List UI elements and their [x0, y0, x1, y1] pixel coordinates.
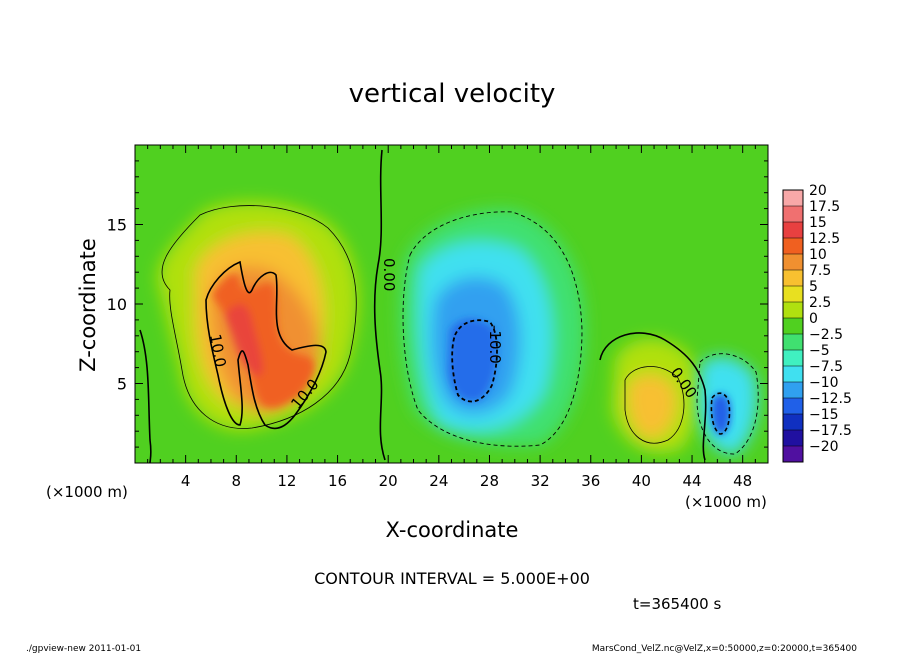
colorbar-swatch — [783, 334, 803, 351]
x-tick-label: 48 — [733, 472, 752, 490]
x-tick-label: 24 — [429, 472, 448, 490]
colorbar-swatch — [783, 446, 803, 463]
x-tick-label: 36 — [581, 472, 600, 490]
x-tick-label: 12 — [277, 472, 296, 490]
colorbar-label: 7.5 — [809, 263, 831, 279]
colorbar-label: 10 — [809, 247, 827, 263]
contour-minus5-downdraft — [402, 211, 583, 447]
colorbar-swatch — [783, 206, 803, 223]
colorbar-swatch — [783, 318, 803, 335]
updraft-hot — [225, 304, 263, 376]
contour-0-right — [599, 332, 707, 461]
colorbar-label: 15 — [809, 215, 827, 231]
x-tick-label: 28 — [480, 472, 499, 490]
contour-minus10-downdraft — [451, 319, 498, 403]
x-tick-label: 16 — [328, 472, 347, 490]
x-tick-label: 40 — [632, 472, 651, 490]
colorbar-swatch — [783, 398, 803, 415]
colorbar-label: −2.5 — [809, 327, 843, 343]
colorbar-label: 17.5 — [809, 199, 840, 215]
colorbar-swatch — [783, 270, 803, 287]
contour-5-updraft — [161, 205, 357, 429]
small-updraft-core — [627, 374, 677, 440]
x-tick-label: 4 — [181, 472, 191, 490]
x-tick-label: 8 — [232, 472, 242, 490]
colorbar-label: −20 — [809, 439, 839, 455]
colorbar-swatch — [783, 254, 803, 271]
colorbar-swatch — [783, 366, 803, 383]
colorbar-label: −10 — [809, 375, 839, 391]
contour-label-zero-left: 0.00 — [380, 258, 398, 291]
colorbar-swatch — [783, 286, 803, 303]
x-axis-label: X-coordinate — [386, 518, 519, 542]
y-tick-label: 15 — [107, 216, 127, 235]
x-tick-label: 32 — [531, 472, 550, 490]
colorbar-swatch — [783, 222, 803, 239]
downdraft-peak — [448, 318, 497, 402]
colorbar-label: −17.5 — [809, 423, 852, 439]
x-axis-unit: (×1000 m) — [46, 483, 128, 501]
x-tick-label: 44 — [682, 472, 701, 490]
y-tick-label: 5 — [117, 375, 127, 394]
colorbar-swatch — [783, 382, 803, 399]
plot-area — [135, 145, 768, 463]
colorbar-label: −7.5 — [809, 359, 843, 375]
y-axis-label: Z-coordinate — [76, 238, 100, 372]
y-axis: 5 10 15 — [107, 144, 768, 464]
colorbar-label: −12.5 — [809, 391, 852, 407]
contour-10-updraft — [205, 260, 327, 430]
contour-label-downdraft: -10.0 — [486, 325, 504, 364]
x-axis: 4 8 12 16 20 24 28 32 36 40 44 48 — [134, 145, 769, 490]
colorbar-label: 20 — [809, 183, 827, 199]
colorbar-label: −15 — [809, 407, 839, 423]
contour-interval-text: CONTOUR INTERVAL = 5.000E+00 — [314, 569, 590, 588]
colorbar-swatch — [783, 350, 803, 367]
colorbar-label: 2.5 — [809, 295, 831, 311]
footer-left-text: ./gpview-new 2011-01-01 — [26, 644, 141, 654]
colorbar-swatch — [783, 190, 803, 207]
colorbar-swatch — [783, 238, 803, 255]
contour-0-bottom — [139, 329, 152, 463]
y-tick-label: 10 — [107, 295, 127, 314]
contour-minus5-small-downdraft — [696, 353, 759, 455]
x-tick-label: 20 — [379, 472, 398, 490]
contour-0-left — [373, 149, 386, 461]
colorbar-swatch — [783, 414, 803, 431]
chart-title: vertical velocity — [349, 79, 556, 109]
colorbar-label: 0 — [809, 311, 818, 327]
time-text: t=365400 s — [633, 595, 721, 613]
colorbar: 2017.51512.5107.552.50−2.5−5−7.5−10−12.5… — [782, 183, 852, 463]
footer-right-text: MarsCond_VelZ.nc@VelZ,x=0:50000,z=0:2000… — [592, 644, 857, 654]
colorbar-label: 12.5 — [809, 231, 840, 247]
x-axis-unit-right: (×1000 m) — [685, 493, 767, 511]
colorbar-swatch — [783, 302, 803, 319]
contour-5-small-updraft — [624, 366, 685, 444]
colorbar-swatch — [783, 430, 803, 447]
contour-label-updraft-a: 10.0 — [206, 333, 230, 369]
small-downdraft-core — [711, 393, 731, 435]
colorbar-label: 5 — [809, 279, 818, 295]
colorbar-label: −5 — [809, 343, 830, 359]
